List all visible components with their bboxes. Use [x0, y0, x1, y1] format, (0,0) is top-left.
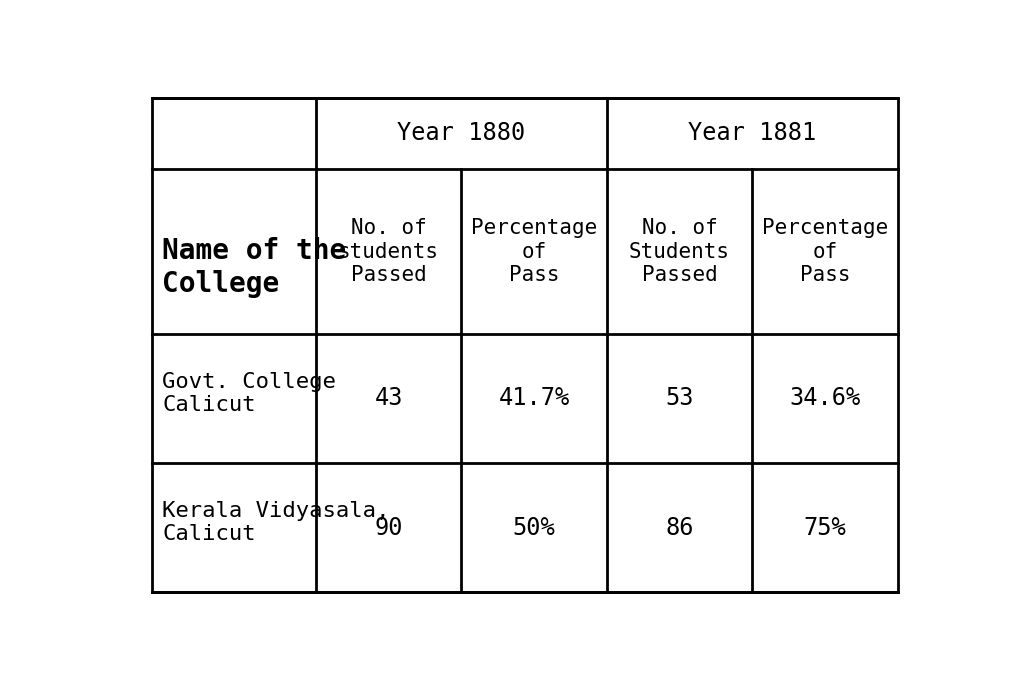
Text: No. of
students
Passed: No. of students Passed: [338, 219, 439, 285]
Text: 53: 53: [666, 387, 694, 410]
Text: Kerala Vidyasala,
Calicut: Kerala Vidyasala, Calicut: [162, 501, 389, 544]
Text: Year 1880: Year 1880: [397, 122, 525, 145]
Text: Year 1881: Year 1881: [688, 122, 816, 145]
Text: 43: 43: [375, 387, 402, 410]
Text: 86: 86: [666, 516, 694, 540]
Text: 34.6%: 34.6%: [790, 387, 861, 410]
Text: 90: 90: [375, 516, 402, 540]
Text: Percentage
of
Pass: Percentage of Pass: [762, 219, 888, 285]
Text: Name of the
College: Name of the College: [162, 237, 346, 298]
Text: 50%: 50%: [513, 516, 555, 540]
Text: No. of
Students
Passed: No. of Students Passed: [629, 219, 730, 285]
Text: 41.7%: 41.7%: [499, 387, 569, 410]
Text: Percentage
of
Pass: Percentage of Pass: [471, 219, 597, 285]
Text: Govt. College
Calicut: Govt. College Calicut: [162, 372, 336, 415]
Text: 75%: 75%: [804, 516, 847, 540]
